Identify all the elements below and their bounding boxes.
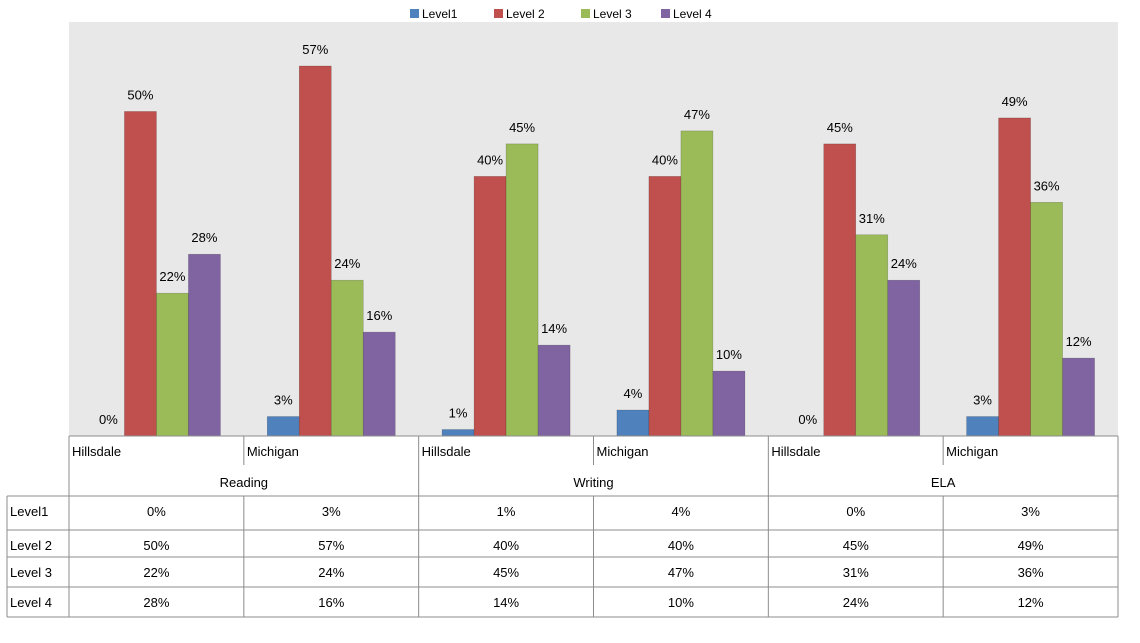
- bar: [966, 416, 999, 437]
- table-cell: 22%: [143, 565, 169, 580]
- bar: [537, 344, 571, 437]
- table-cell: 24%: [318, 565, 344, 580]
- data-label: 36%: [1034, 178, 1060, 193]
- bar: [855, 234, 889, 437]
- data-label: 0%: [99, 412, 118, 427]
- data-label: 50%: [127, 87, 153, 102]
- table-row-label: Level 3: [10, 565, 52, 580]
- table-cell: 16%: [318, 595, 344, 610]
- table-cell: 0%: [147, 504, 166, 519]
- data-label: 28%: [191, 230, 217, 245]
- data-label: 31%: [859, 211, 885, 226]
- bar: [1030, 202, 1063, 437]
- table-cell: 40%: [493, 538, 519, 553]
- data-label: 14%: [541, 321, 567, 336]
- legend-swatch-1: [410, 9, 419, 18]
- bar: [266, 416, 300, 437]
- table-row-label: Level 4: [10, 595, 52, 610]
- category-label: Hillsdale: [771, 444, 820, 459]
- legend-swatch-4: [661, 9, 670, 18]
- table-cell: 50%: [143, 538, 169, 553]
- bar: [1062, 357, 1095, 437]
- table-row-label: Level1: [10, 504, 48, 519]
- data-label: 16%: [366, 308, 392, 323]
- data-label: 24%: [334, 256, 360, 271]
- data-label: 3%: [274, 393, 293, 408]
- table-cell: 57%: [318, 538, 344, 553]
- legend-label-4: Level 4: [673, 7, 712, 21]
- category-label: Hillsdale: [422, 444, 471, 459]
- data-label: 22%: [159, 269, 185, 284]
- data-label: 4%: [624, 386, 643, 401]
- data-label: 45%: [509, 120, 535, 135]
- group-label: Reading: [220, 475, 268, 490]
- bar: [712, 370, 746, 437]
- table-cell: 4%: [672, 504, 691, 519]
- data-label: 40%: [477, 152, 503, 167]
- bars: [124, 65, 1095, 437]
- bar: [441, 429, 475, 437]
- bar: [887, 279, 921, 437]
- bar: [156, 292, 189, 437]
- table-cell: 14%: [493, 595, 519, 610]
- data-table: Hillsdale Michigan Hillsdale Michigan Hillsd…: [6, 435, 1119, 618]
- legend-label-1: Level1: [422, 7, 458, 21]
- table-cell: 10%: [668, 595, 694, 610]
- group-label: ELA: [931, 475, 956, 490]
- legend-label-3: Level 3: [593, 7, 632, 21]
- category-label: Michigan: [597, 444, 649, 459]
- bar: [648, 176, 682, 437]
- data-labels: 0% 50% 22% 28% 3% 57% 24% 16% 1% 40% 45% 14% 4% 40% 47…: [99, 42, 1092, 427]
- bar: [298, 65, 332, 437]
- bar: [362, 331, 396, 437]
- table-cell: 12%: [1018, 595, 1044, 610]
- data-label: 45%: [827, 120, 853, 135]
- bar: [188, 253, 221, 437]
- table-cell: 49%: [1018, 538, 1044, 553]
- table-cell: 24%: [843, 595, 869, 610]
- category-label: Michigan: [946, 444, 998, 459]
- table-cell: 1%: [497, 504, 516, 519]
- data-label: 40%: [652, 152, 678, 167]
- group-label: Writing: [573, 475, 613, 490]
- table-cell: 31%: [843, 565, 869, 580]
- bar: [473, 176, 507, 437]
- data-label: 12%: [1066, 334, 1092, 349]
- bar: [680, 130, 714, 437]
- table-cell: 3%: [322, 504, 341, 519]
- plot-area: [69, 22, 1118, 436]
- bar: [823, 143, 857, 437]
- bar: [330, 279, 364, 437]
- data-label: 0%: [798, 412, 817, 427]
- data-label: 24%: [891, 256, 917, 271]
- table-row-label: Level 2: [10, 538, 52, 553]
- legend: Level1 Level 2 Level 3 Level 4: [410, 7, 712, 21]
- table-cell: 3%: [1021, 504, 1040, 519]
- table-cell: 45%: [843, 538, 869, 553]
- legend-swatch-2: [494, 9, 503, 18]
- bar: [124, 111, 157, 437]
- legend-label-2: Level 2: [506, 7, 545, 21]
- table-cell: 40%: [668, 538, 694, 553]
- table-cell: 36%: [1018, 565, 1044, 580]
- category-label: Michigan: [247, 444, 299, 459]
- bar: [505, 143, 539, 437]
- category-label: Hillsdale: [72, 444, 121, 459]
- data-label: 1%: [449, 406, 468, 421]
- table-cell: 45%: [493, 565, 519, 580]
- table-cell: 0%: [846, 504, 865, 519]
- data-label: 3%: [973, 393, 992, 408]
- legend-swatch-3: [581, 9, 590, 18]
- data-label: 49%: [1002, 94, 1028, 109]
- table-cell: 47%: [668, 565, 694, 580]
- data-label: 57%: [302, 42, 328, 57]
- bar: [998, 117, 1031, 437]
- data-label: 47%: [684, 107, 710, 122]
- data-label: 10%: [716, 347, 742, 362]
- table-cell: 28%: [143, 595, 169, 610]
- bar: [616, 409, 650, 437]
